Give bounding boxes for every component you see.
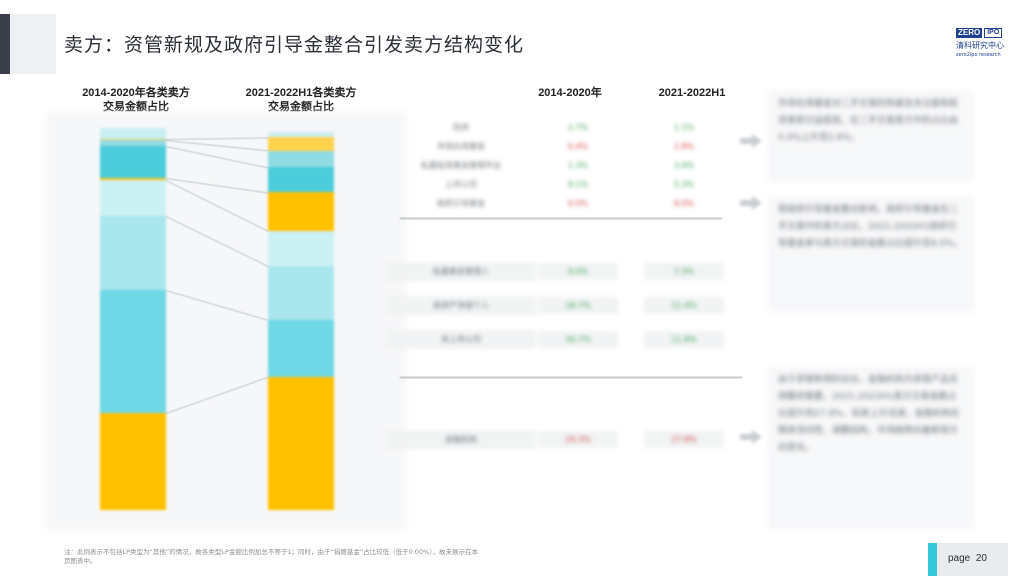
header-title-box [10,14,56,74]
bar-segment [268,376,334,510]
bar-segment [268,265,334,321]
row-label: 高资产净值个人 [386,295,536,315]
table-row: 市场化母基金 0.4% 2.8% [386,137,744,155]
header-accent-bar [0,14,10,74]
table-row: 非上市公司 30.7% 11.8% [386,329,744,349]
bar-segment [268,320,334,377]
table-row: 上市公司 8.1% 5.3% [386,175,744,193]
bar-segment [100,140,166,146]
row-value-2021-2022h1: 3.4% [673,160,695,170]
bar-segment [268,192,334,231]
bar-segment [100,215,166,291]
logo-zero-text: ZERO [956,28,983,38]
table-divider-2 [400,377,742,378]
table-row: 险资 2.7% 1.1% [386,118,744,136]
row-value-2021-2022h1: 7.3% [644,262,724,280]
row-value-2014-2020: 30.7% [538,330,618,348]
row-value-2021-2022h1: 11.4% [644,296,724,314]
right-chart-header-line1: 2021-2022H1各类卖方 [245,87,357,99]
table-row: 私募基金管理人 9.0% 7.3% [386,261,744,281]
table-header-year2: 2021-2022H1 [658,87,726,99]
seller-table: 险资 2.7% 1.1% 市场化母基金 0.4% 2.8% 私募投资基金管理平台 1.3% 3.… [386,110,744,528]
bar-segment [268,132,334,138]
row-value-2021-2022h1: 27.8% [644,430,724,448]
row-label: 市场化母基金 [437,141,485,151]
footnote: 注：此例表示不包括LP类型为“其他”的情况，故各类型LP金额比例加总不等于1；同… [64,548,479,565]
table-row: 政府引导基金 0.5% 8.0% [386,194,744,212]
row-label: 上市公司 [445,179,477,189]
row-value-2021-2022h1: 5.3% [673,179,695,189]
logo-ipo-text: IPO [984,28,1003,38]
bar-segment [100,413,166,510]
left-chart-header-line2: 交易金额占比 [103,101,169,113]
row-value-2014-2020: 2.7% [567,122,589,132]
note-government-fund: 受政府引导基金整合影响，政府引导基金在二手交易中的卖方占比，2021-2022H… [768,196,974,312]
row-label: 金融机构 [386,429,536,449]
bar-segment [100,179,166,216]
stacked-bar-2014-2020 [100,128,166,510]
logo-name: 清科研究中心 [956,41,1004,50]
table-header-year1: 2014-2020年 [538,87,602,99]
row-value-2021-2022h1: 2.8% [673,141,695,151]
page-label: page [948,553,971,564]
row-value-2014-2020: 1.3% [567,160,589,170]
page-title: 卖方：资管新规及政府引导金整合引发卖方结构变化 [64,34,525,56]
row-value-2014-2020: 9.0% [538,262,618,280]
arrow-right-icon [740,134,762,148]
row-value-2021-2022h1: 8.0% [673,198,695,208]
stacked-bar-2021-2022h1 [268,132,334,510]
bar-segment [268,230,334,266]
table-row: 金融机构 24.3% 27.8% [386,429,744,449]
row-value-2014-2020: 8.1% [567,179,589,189]
bar-segment [268,167,334,193]
right-chart-header: 2021-2022H1各类卖方 交易金额占比 [228,86,374,114]
row-label: 政府引导基金 [437,198,485,208]
page-number-value: 20 [975,553,987,564]
note-market-fof: 市场化母基金对二手交易的热度及关注度和投资意愿日益提高，在二手交易卖方中的占比由… [768,90,974,182]
left-chart-header: 2014-2020年各类卖方 交易金额占比 [66,86,206,114]
bar-segment [100,128,166,139]
row-label: 非上市公司 [386,329,536,349]
bar-segment [100,145,166,178]
bar-segment [268,137,334,151]
row-value-2014-2020: 24.3% [538,430,618,448]
bar-segment [268,150,334,168]
row-label: 私募基金管理人 [386,261,536,281]
arrow-right-icon [740,430,762,444]
row-value-2021-2022h1: 1.1% [673,122,695,132]
row-value-2021-2022h1: 11.8% [644,330,724,348]
table-divider-1 [400,218,722,219]
bar-segment [100,290,166,414]
zero2ipo-logo: ZERO IPO 清科研究中心 zero2ipo research [956,28,1008,62]
logo-subtitle: zero2ipo research [956,52,1001,58]
arrow-right-icon [740,196,762,210]
note-financial-institution: 由于资管新规的出台，金融机构为资管产品合规整改需要，2021-2022H1卖方交… [768,366,974,530]
row-value-2014-2020: 0.5% [567,198,589,208]
page-badge [928,543,1008,576]
table-row: 高资产净值个人 18.7% 11.4% [386,295,744,315]
bar-segment [100,138,166,141]
table-row: 私募投资基金管理平台 1.3% 3.4% [386,156,744,174]
page-number: page 20 [948,553,987,564]
row-value-2014-2020: 18.7% [538,296,618,314]
left-chart-header-line1: 2014-2020年各类卖方 [82,87,190,99]
row-value-2014-2020: 0.4% [567,141,589,151]
bar-segment [100,177,166,180]
row-label: 险资 [453,122,469,132]
row-label: 私募投资基金管理平台 [421,160,501,170]
right-chart-header-line2: 交易金额占比 [268,101,334,113]
page-badge-accent [928,543,937,576]
